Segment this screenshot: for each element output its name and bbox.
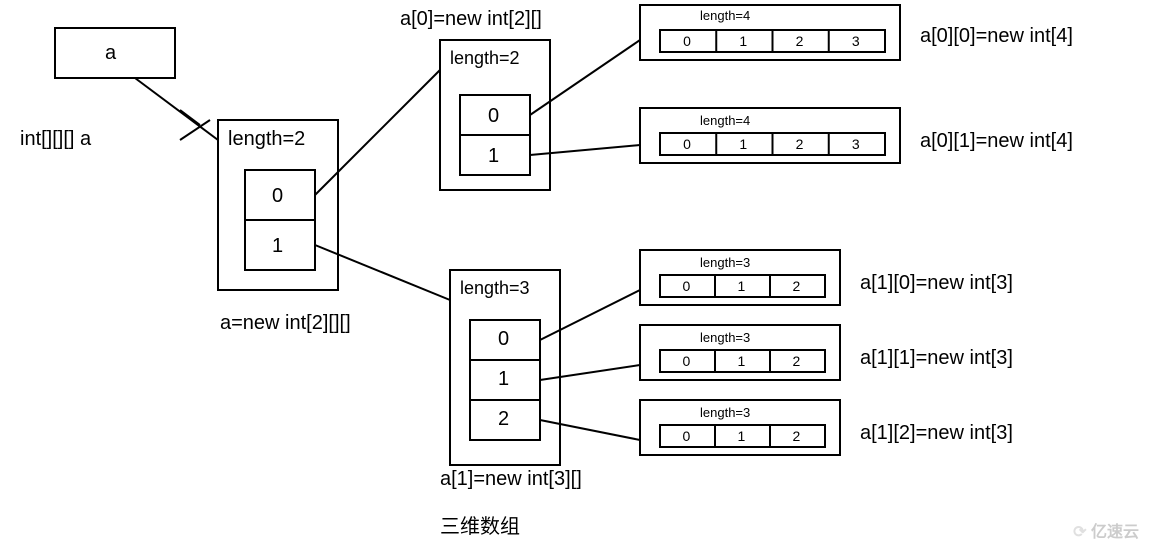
leaf11-length: length=3 (700, 330, 750, 345)
lvl1-cell-0: 0 (272, 185, 283, 208)
lvl2t-cell-0: 0 (488, 105, 499, 128)
leaf00-length: length=4 (700, 8, 750, 23)
leaf01-label: a[0][1]=new int[4] (920, 130, 1073, 153)
lvl2b-cell-1: 1 (498, 368, 509, 391)
leaf01-length: length=4 (700, 113, 750, 128)
leaf00-label: a[0][0]=new int[4] (920, 25, 1073, 48)
leaf-cell: 1 (739, 136, 747, 152)
leaf-cell: 2 (793, 428, 801, 444)
lvl1-footer: a=new int[2][][] (220, 312, 351, 335)
lvl2b-cell-2: 2 (498, 408, 509, 431)
leaf-cell: 3 (852, 136, 860, 152)
declaration-text: int[][][] a (20, 128, 91, 151)
watermark: ⟳ 亿速云 (1073, 518, 1139, 542)
lvl2t-length: length=2 (450, 48, 520, 69)
leaf12-length: length=3 (700, 405, 750, 420)
leaf10-length: length=3 (700, 255, 750, 270)
leaf-cell: 2 (796, 33, 804, 49)
leaf-cell: 2 (793, 353, 801, 369)
leaf-cell: 1 (738, 353, 746, 369)
leaf-cell: 1 (738, 428, 746, 444)
lvl2b-footer: a[1]=new int[3][] (440, 468, 582, 491)
lvl2b-cell-0: 0 (498, 328, 509, 351)
leaf-cell: 2 (793, 278, 801, 294)
leaf-cell: 3 (852, 33, 860, 49)
leaf-cell: 1 (738, 278, 746, 294)
lvl1-cell-1: 1 (272, 235, 283, 258)
lvl2t-header: a[0]=new int[2][] (400, 8, 542, 31)
leaf12-label: a[1][2]=new int[3] (860, 422, 1013, 445)
var-name-a: a (105, 42, 116, 65)
lvl2b-length: length=3 (460, 278, 530, 299)
leaf-cell: 0 (683, 428, 691, 444)
leaf-cell: 0 (683, 278, 691, 294)
leaf11-label: a[1][1]=new int[3] (860, 347, 1013, 370)
lvl1-length: length=2 (228, 128, 305, 151)
leaf-cell: 0 (683, 136, 691, 152)
leaf-cell: 1 (739, 33, 747, 49)
leaf-cell: 2 (796, 136, 804, 152)
leaf-cell: 0 (683, 353, 691, 369)
diagram-title: 三维数组 (440, 510, 520, 539)
lvl2t-cell-1: 1 (488, 145, 499, 168)
leaf10-label: a[1][0]=new int[3] (860, 272, 1013, 295)
leaf-cell: 0 (683, 33, 691, 49)
